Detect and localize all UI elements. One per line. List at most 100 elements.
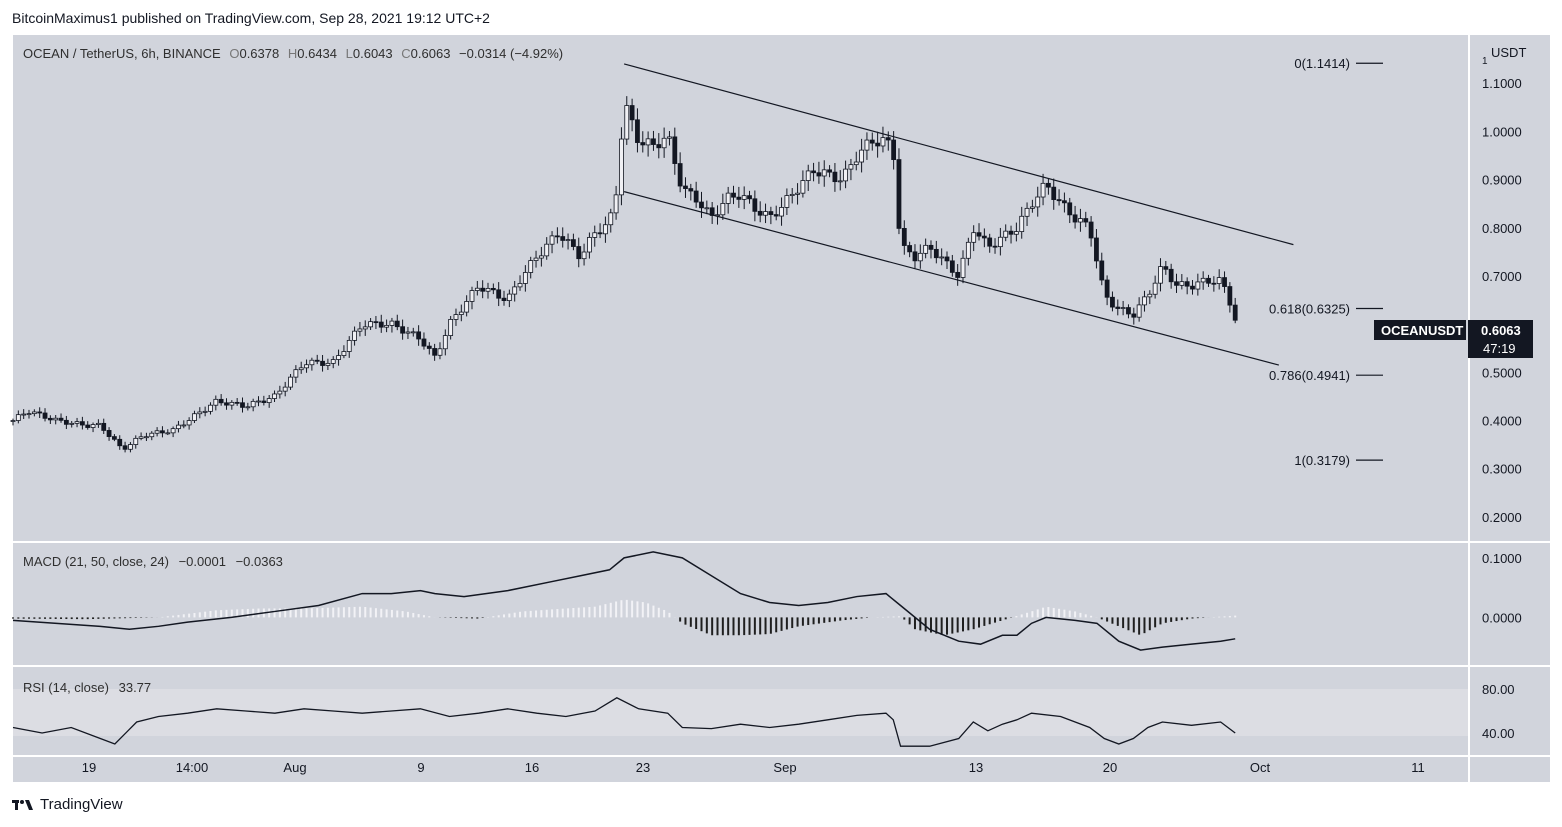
candle-body bbox=[699, 201, 704, 209]
fib-level-label: 0.786(0.4941) bbox=[1269, 368, 1350, 383]
candle-body bbox=[688, 188, 694, 192]
candle-body bbox=[667, 136, 672, 139]
candle-body bbox=[1195, 281, 1201, 290]
candle-body bbox=[928, 244, 934, 250]
candle-body bbox=[741, 195, 747, 200]
candle-body bbox=[725, 192, 731, 204]
time-tick-label: 9 bbox=[417, 760, 424, 775]
candle-body bbox=[1174, 281, 1179, 286]
legend-low: 0.6043 bbox=[353, 46, 393, 61]
price-axis-bg bbox=[1470, 35, 1550, 782]
fibonacci-levels: 0(1.1414) 0.618(0.6325) 0.786(0.4941) 1(0.3… bbox=[1269, 56, 1383, 468]
candle-body bbox=[923, 244, 929, 254]
candle-body bbox=[1046, 182, 1051, 188]
candle-body bbox=[1104, 279, 1110, 298]
time-tick-label: 16 bbox=[525, 760, 539, 775]
candle-body bbox=[570, 239, 576, 247]
candle-body bbox=[992, 245, 998, 248]
candle-body bbox=[186, 420, 192, 426]
candle-body bbox=[79, 421, 85, 426]
candle-body bbox=[90, 424, 96, 428]
candle-body bbox=[1222, 277, 1227, 287]
legend-h-label: H bbox=[288, 46, 297, 61]
time-axis-ticks: 19 14:00 Aug 9 16 23 Sep 13 20 Oct 11 bbox=[82, 760, 1425, 775]
candle-body bbox=[202, 410, 208, 413]
candle-body bbox=[325, 362, 331, 366]
candle-body bbox=[832, 171, 838, 183]
rsi-tick-label: 40.00 bbox=[1482, 726, 1515, 741]
candle-body bbox=[154, 430, 160, 434]
candle-body bbox=[853, 161, 859, 166]
candle-body bbox=[53, 417, 59, 421]
candle-body bbox=[170, 428, 176, 434]
candle-body bbox=[389, 320, 395, 326]
candle-body bbox=[517, 283, 523, 288]
candle-body bbox=[1168, 268, 1174, 283]
candle-body bbox=[229, 401, 235, 406]
price-legend: OCEAN / TetherUS, 6h, BINANCE O0.6378 H0… bbox=[23, 46, 563, 61]
last-price-badge: OCEANUSDT 0.6063 47:19 bbox=[1374, 320, 1533, 358]
time-tick-label: 19 bbox=[82, 760, 96, 775]
candle-body bbox=[1110, 296, 1115, 308]
candle-body bbox=[352, 330, 357, 341]
time-tick-label: 13 bbox=[969, 760, 983, 775]
candle-body bbox=[245, 406, 251, 409]
price-tick-label: 0.8000 bbox=[1482, 221, 1522, 236]
candle-body bbox=[432, 348, 438, 356]
candle-body bbox=[176, 424, 181, 430]
candle-body bbox=[21, 413, 27, 416]
candle-body bbox=[1200, 277, 1206, 283]
candle-body bbox=[1003, 230, 1009, 238]
last-price-symbol: OCEANUSDT bbox=[1381, 323, 1463, 338]
candle-body bbox=[533, 257, 539, 261]
candle-body bbox=[693, 190, 699, 203]
candle-body bbox=[309, 359, 315, 366]
candle-body bbox=[458, 311, 464, 315]
legend-close: 0.6063 bbox=[411, 46, 451, 61]
price-series bbox=[10, 96, 1238, 453]
price-tick-label: 1.1000 bbox=[1482, 76, 1522, 91]
candle-body bbox=[683, 185, 688, 189]
candle-body bbox=[811, 170, 816, 174]
candle-body bbox=[837, 180, 843, 183]
macd-series bbox=[12, 551, 1237, 651]
candle-body bbox=[522, 272, 528, 284]
candle-body bbox=[981, 235, 987, 239]
candle-body bbox=[1056, 199, 1062, 202]
candle-body bbox=[437, 348, 443, 356]
candle-body bbox=[400, 326, 406, 334]
footer-brand-label: TradingView bbox=[40, 796, 123, 813]
trading-chart[interactable]: OCEAN / TetherUS, 6h, BINANCE O0.6378 H0… bbox=[0, 0, 1562, 790]
candle-body bbox=[1013, 231, 1019, 235]
candle-body bbox=[651, 138, 656, 145]
channel-lower-line bbox=[623, 191, 1280, 366]
candle-body bbox=[464, 301, 470, 313]
candle-body bbox=[1029, 206, 1035, 209]
rsi-series bbox=[12, 697, 1236, 747]
candle-body bbox=[442, 335, 448, 350]
candle-body bbox=[112, 436, 117, 440]
time-tick-label: Sep bbox=[773, 760, 796, 775]
candle-body bbox=[747, 195, 752, 200]
candle-body bbox=[101, 422, 107, 431]
legend-c-label: C bbox=[401, 46, 410, 61]
rsi-legend-name: RSI (14, close) bbox=[23, 680, 109, 695]
candle-body bbox=[603, 224, 608, 235]
candle-body bbox=[277, 390, 283, 395]
candle-body bbox=[506, 293, 512, 301]
candle-body bbox=[907, 245, 913, 253]
time-tick-label: 14:00 bbox=[176, 760, 209, 775]
candle-body bbox=[298, 367, 304, 371]
candle-body bbox=[821, 169, 827, 177]
candle-body bbox=[901, 227, 907, 246]
candle-body bbox=[197, 411, 203, 415]
candle-body bbox=[864, 139, 870, 151]
price-pane-bg bbox=[13, 35, 1468, 541]
candle-body bbox=[314, 359, 320, 362]
footer-brand[interactable]: TradingView bbox=[12, 796, 123, 813]
candle-body bbox=[843, 168, 848, 182]
candle-body bbox=[917, 252, 923, 262]
candle-body bbox=[891, 139, 897, 160]
candle-body bbox=[421, 338, 427, 347]
candle-body bbox=[848, 164, 854, 170]
